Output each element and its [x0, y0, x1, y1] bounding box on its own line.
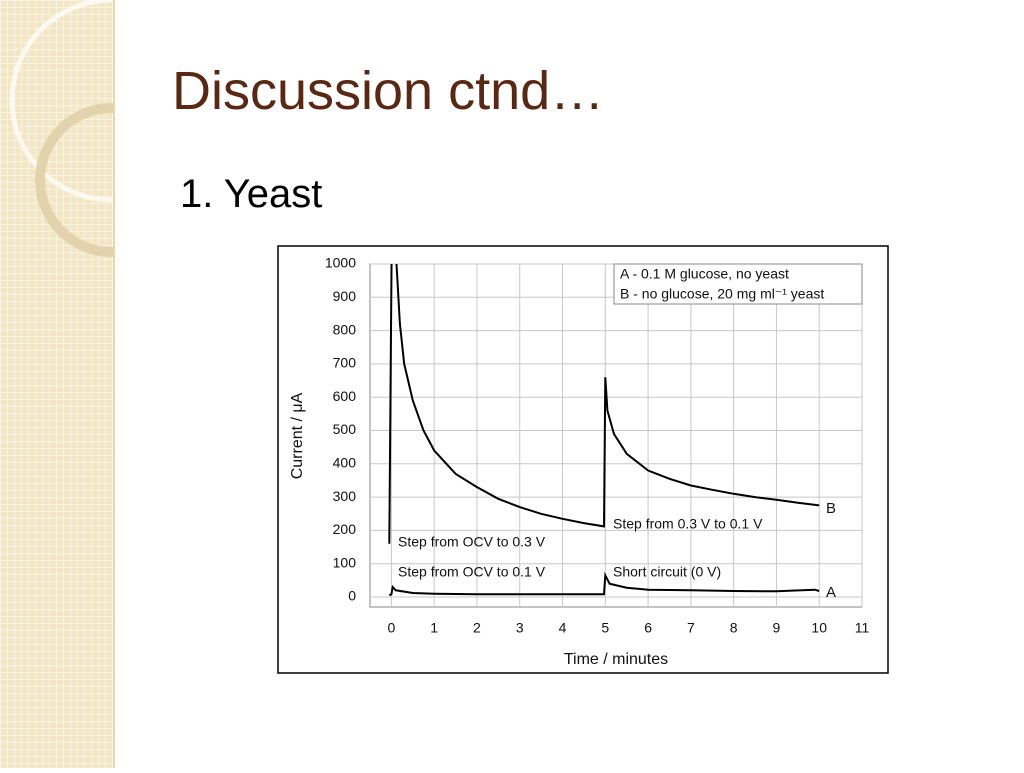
legend-text: B - no glucose, 20 mg ml⁻¹ yeast: [620, 286, 824, 302]
y-tick-label: 200: [333, 521, 357, 537]
series-group: [388, 264, 820, 597]
annotation: Step from OCV to 0.1 V: [398, 564, 546, 580]
y-tick-label: 900: [333, 288, 357, 304]
data-line: [388, 571, 820, 597]
x-tick-label: 3: [516, 620, 524, 636]
series-label: B: [826, 500, 836, 517]
x-tick-label: 4: [559, 620, 567, 636]
series-label: A: [826, 584, 836, 601]
y-tick-label: 500: [333, 421, 357, 437]
x-tick-label: 5: [601, 620, 609, 636]
x-tick-label: 10: [811, 620, 827, 636]
y-axis-label: Current / μA: [289, 392, 306, 479]
decor-strip: [0, 0, 215, 768]
y-tick-label: 0: [348, 588, 356, 604]
slide-title: Discussion ctnd…: [172, 61, 605, 121]
legend-text: A - 0.1 M glucose, no yeast: [620, 266, 789, 282]
x-tick-label: 6: [644, 620, 652, 636]
slide-subtitle: 1. Yeast: [180, 172, 323, 216]
legend-box: [613, 263, 863, 305]
annotation: Step from 0.3 V to 0.1 V: [613, 516, 763, 532]
y-tick-label: 1000: [325, 255, 356, 271]
x-tick-label: 11: [855, 620, 870, 636]
y-tick-label: 300: [333, 488, 357, 504]
x-tick-label: 7: [687, 620, 695, 636]
x-tick-label: 1: [430, 620, 438, 636]
y-tick-label: 400: [333, 455, 357, 471]
x-tick-label: 8: [730, 620, 738, 636]
x-tick-label: 9: [773, 620, 781, 636]
y-tick-label: 700: [333, 355, 357, 371]
annotation: Step from OCV to 0.3 V: [398, 534, 546, 550]
x-axis-label: Time / minutes: [564, 651, 668, 668]
y-tick-label: 800: [333, 321, 357, 337]
y-tick-label: 100: [333, 554, 357, 570]
x-tick-label: 2: [473, 620, 481, 636]
x-tick-label: 0: [387, 620, 395, 636]
y-tick-label: 600: [333, 388, 357, 404]
annotation: Short circuit (0 V): [613, 564, 721, 580]
data-line: [388, 264, 820, 544]
